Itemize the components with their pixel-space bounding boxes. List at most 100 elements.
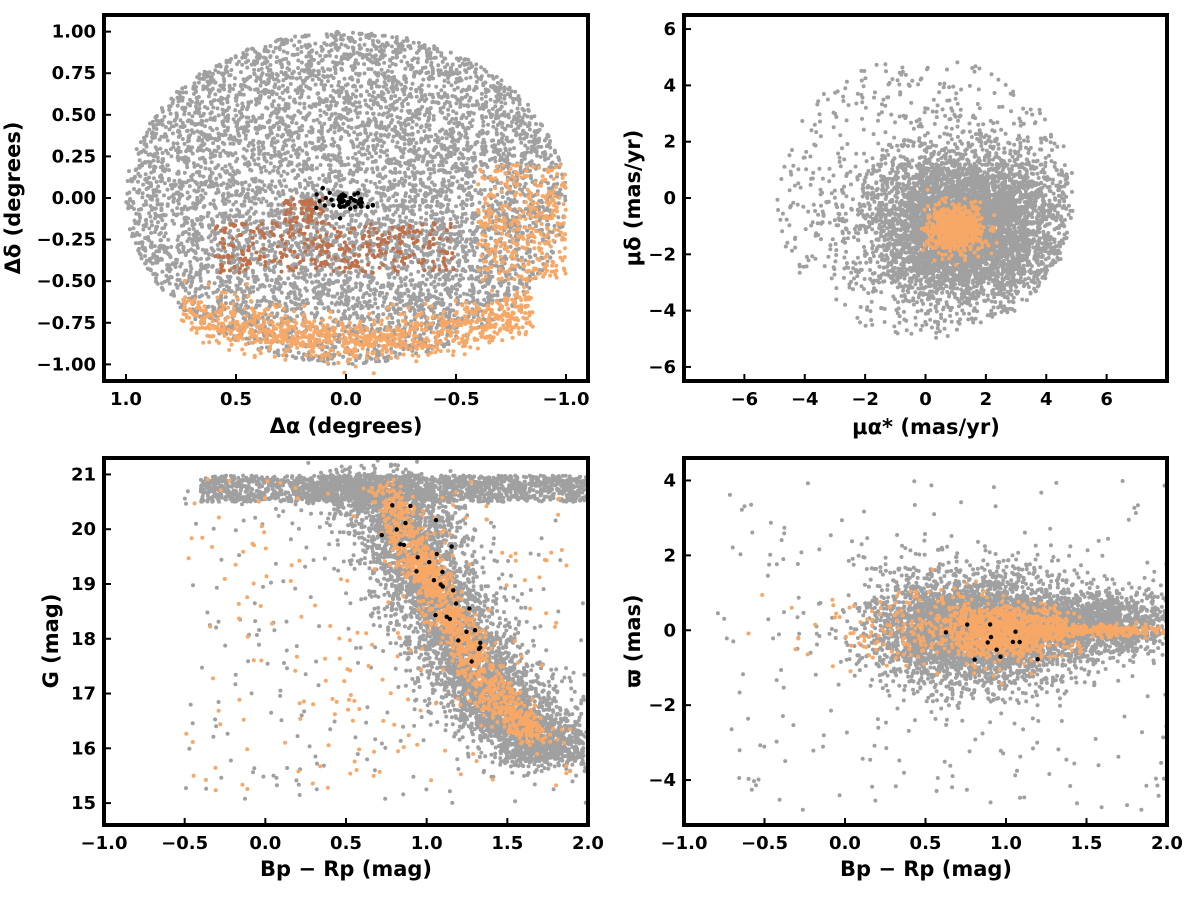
data-point <box>167 107 172 112</box>
data-point <box>290 120 294 125</box>
data-point <box>321 173 325 178</box>
data-point <box>420 104 425 109</box>
data-point <box>379 198 384 203</box>
data-point <box>316 301 321 306</box>
data-point <box>473 70 478 75</box>
data-point <box>368 98 373 103</box>
data-point <box>281 97 286 102</box>
data-point <box>260 115 264 120</box>
data-point <box>208 125 213 130</box>
data-point <box>454 101 459 106</box>
data-point <box>271 290 276 295</box>
data-point <box>563 198 568 203</box>
data-point <box>371 310 376 315</box>
data-point <box>347 316 351 321</box>
data-point <box>511 100 516 105</box>
data-point <box>425 298 430 303</box>
data-point <box>448 50 453 55</box>
data-point <box>275 277 280 282</box>
data-point <box>364 54 369 59</box>
data-point <box>336 279 340 284</box>
data-point <box>275 115 280 120</box>
data-point <box>448 134 453 138</box>
data-point <box>254 78 259 83</box>
data-point <box>165 138 170 143</box>
data-point <box>326 153 331 157</box>
data-point <box>373 297 378 301</box>
data-point <box>403 161 408 165</box>
data-point <box>452 121 457 126</box>
data-point <box>373 181 377 186</box>
data-point <box>185 139 190 144</box>
data-point <box>233 214 238 218</box>
data-point <box>416 56 420 61</box>
data-point <box>276 103 281 108</box>
data-point <box>332 294 337 299</box>
data-point <box>247 239 252 244</box>
data-point <box>519 160 524 165</box>
data-point <box>490 113 495 117</box>
data-point <box>468 95 473 100</box>
data-point <box>142 136 147 141</box>
data-point <box>199 118 204 123</box>
data-point <box>509 109 514 114</box>
data-point <box>434 300 439 305</box>
data-point <box>275 121 280 126</box>
data-point <box>188 145 193 150</box>
data-point <box>384 105 389 110</box>
data-point <box>254 303 259 308</box>
data-point <box>258 83 263 88</box>
data-point <box>244 60 248 65</box>
data-point <box>385 110 390 115</box>
data-point <box>471 315 476 320</box>
data-point <box>188 133 193 138</box>
data-point <box>309 262 314 266</box>
data-point <box>169 124 174 129</box>
data-point <box>478 258 483 263</box>
data-point <box>291 147 296 152</box>
data-point <box>322 139 327 144</box>
data-point <box>474 62 479 67</box>
data-point <box>423 184 428 189</box>
data-point <box>379 90 384 95</box>
data-point <box>327 175 332 180</box>
data-point <box>299 45 304 49</box>
data-point <box>127 169 131 174</box>
data-point <box>546 156 551 161</box>
data-point <box>170 186 175 191</box>
data-point <box>270 137 275 142</box>
data-point <box>175 103 180 108</box>
data-point <box>340 61 345 66</box>
data-point <box>470 103 475 108</box>
data-point <box>224 279 228 284</box>
data-point <box>173 118 177 123</box>
data-point <box>428 187 433 192</box>
data-point <box>273 250 278 255</box>
data-point <box>499 78 504 83</box>
data-point <box>399 82 404 87</box>
data-point <box>180 137 185 141</box>
data-point <box>365 167 369 172</box>
data-point <box>437 163 442 168</box>
data-point <box>360 161 365 166</box>
data-point <box>486 122 490 127</box>
data-point <box>200 247 205 252</box>
data-point <box>461 291 466 296</box>
data-point <box>399 279 404 284</box>
data-point <box>175 284 180 289</box>
data-point <box>461 156 466 160</box>
data-point <box>329 103 333 108</box>
data-point <box>370 265 375 270</box>
data-point <box>524 251 529 256</box>
data-point <box>226 94 231 99</box>
data-point <box>198 114 203 119</box>
data-point <box>400 46 405 51</box>
data-point <box>208 183 213 188</box>
data-point <box>372 292 377 297</box>
data-point <box>276 202 281 207</box>
data-point <box>303 186 308 191</box>
data-point <box>264 199 269 204</box>
data-point <box>489 84 493 89</box>
data-point <box>365 47 370 52</box>
data-point <box>225 100 230 105</box>
